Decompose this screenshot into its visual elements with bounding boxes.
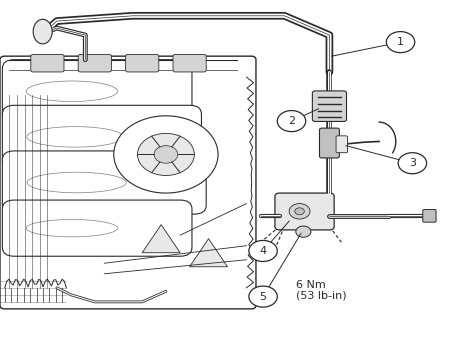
FancyBboxPatch shape bbox=[275, 193, 334, 230]
Text: 1: 1 bbox=[397, 37, 404, 47]
FancyBboxPatch shape bbox=[2, 151, 206, 214]
FancyBboxPatch shape bbox=[2, 60, 192, 123]
FancyBboxPatch shape bbox=[423, 210, 436, 222]
Polygon shape bbox=[190, 239, 228, 267]
Text: 3: 3 bbox=[409, 158, 416, 168]
FancyBboxPatch shape bbox=[336, 136, 347, 153]
Text: 2: 2 bbox=[288, 116, 295, 126]
Polygon shape bbox=[142, 225, 180, 253]
FancyBboxPatch shape bbox=[31, 54, 64, 72]
Circle shape bbox=[296, 226, 311, 237]
Circle shape bbox=[386, 32, 415, 53]
FancyBboxPatch shape bbox=[126, 54, 159, 72]
Circle shape bbox=[114, 116, 218, 193]
Circle shape bbox=[277, 111, 306, 132]
Circle shape bbox=[398, 153, 427, 174]
FancyBboxPatch shape bbox=[173, 54, 206, 72]
FancyBboxPatch shape bbox=[0, 56, 256, 309]
Circle shape bbox=[289, 204, 310, 219]
Text: 4: 4 bbox=[259, 246, 267, 256]
Ellipse shape bbox=[39, 25, 51, 39]
Circle shape bbox=[295, 208, 304, 215]
Text: (53 lb-in): (53 lb-in) bbox=[296, 291, 347, 301]
FancyBboxPatch shape bbox=[78, 54, 111, 72]
FancyBboxPatch shape bbox=[319, 128, 339, 158]
Text: 5: 5 bbox=[260, 292, 266, 302]
Text: 6 Nm: 6 Nm bbox=[296, 280, 326, 290]
Circle shape bbox=[137, 133, 194, 176]
FancyBboxPatch shape bbox=[312, 91, 346, 121]
Circle shape bbox=[249, 240, 277, 261]
Circle shape bbox=[249, 286, 277, 307]
Ellipse shape bbox=[33, 19, 52, 44]
Circle shape bbox=[154, 146, 178, 163]
FancyBboxPatch shape bbox=[2, 200, 192, 256]
FancyBboxPatch shape bbox=[2, 105, 201, 168]
